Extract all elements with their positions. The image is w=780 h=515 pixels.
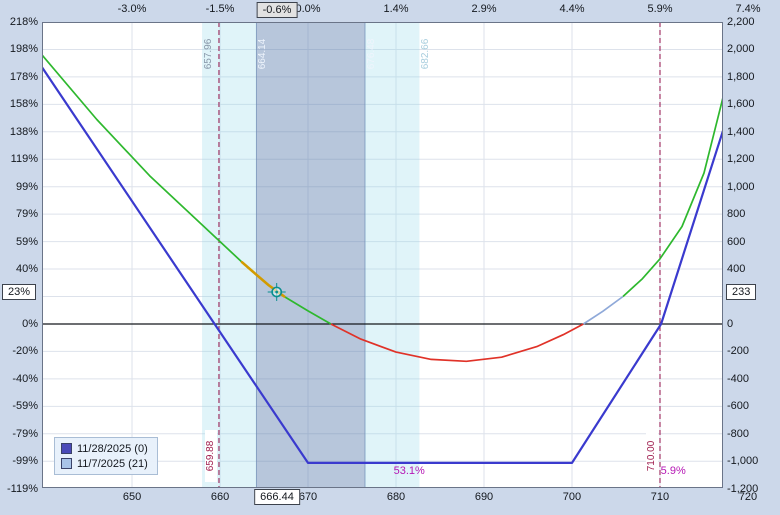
y-axis-right-label: 2,200 [727, 16, 755, 28]
y-axis-left-label: 138% [9, 125, 38, 138]
y-axis-left-label: 178% [9, 70, 38, 83]
x-axis-bottom-label: 720 [738, 491, 758, 503]
y-axis-right-label: 400 [727, 263, 746, 276]
legend-item[interactable]: 11/7/2025 (21) [61, 456, 148, 471]
pnl-value-readout: 233 [726, 284, 757, 300]
y-axis-right-label: 1,200 [727, 153, 755, 166]
chart-canvas[interactable] [42, 22, 723, 488]
range-band-dark [256, 22, 366, 488]
marker-dot [275, 290, 279, 294]
y-axis-right-label: 1,400 [727, 125, 755, 138]
x-axis-top-label: 7.4% [735, 3, 761, 15]
y-axis-right-label: 0 [727, 317, 734, 330]
chart-plot-area[interactable] [42, 22, 723, 488]
legend-label: 11/28/2025 (0) [77, 442, 148, 455]
expiration-line [42, 66, 723, 464]
y-axis-left-label: -119% [7, 482, 38, 495]
y-axis-left-label: -40% [12, 372, 38, 385]
x-axis-top-label: -1.5% [205, 3, 235, 15]
x-axis-top-label: 5.9% [647, 3, 673, 15]
y-axis-right-label: 1,600 [727, 98, 755, 111]
x-axis-bottom-label: 650 [122, 491, 142, 503]
y-axis-right-label: -1,200 [727, 482, 759, 495]
x-axis-bottom-label: 690 [474, 491, 494, 503]
y-axis-left-label: 40% [15, 263, 38, 276]
y-axis-left-label: 158% [9, 98, 38, 111]
today-line-segment [622, 97, 723, 298]
x-axis-bottom-label: 670 [298, 491, 318, 503]
x-axis-top-label: 0.0% [295, 3, 321, 15]
y-axis-left-label: -79% [12, 427, 38, 440]
y-axis-right-label: 2,000 [727, 43, 755, 56]
legend-swatch-icon [61, 443, 72, 454]
y-axis-right-label: -400 [727, 372, 750, 385]
price-readout: 666.44 [254, 489, 300, 505]
legend-item[interactable]: 11/28/2025 (0) [61, 441, 148, 456]
chart-legend: 11/28/2025 (0) 11/7/2025 (21) [54, 437, 158, 475]
y-axis-right-label: 1,800 [727, 70, 755, 83]
y-axis-left-label: 99% [15, 180, 38, 193]
today-line-segment [330, 323, 584, 363]
legend-label: 11/7/2025 (21) [77, 457, 148, 470]
y-axis-right-label: -600 [727, 400, 750, 413]
y-axis-left-label: 0% [22, 317, 38, 330]
y-axis-right-label: -200 [727, 345, 750, 358]
y-axis-left-label: -59% [12, 400, 38, 413]
y-axis-left-label: -99% [12, 455, 38, 468]
x-axis-top-label: -3.0% [117, 3, 147, 15]
x-axis-top-label: 2.9% [471, 3, 497, 15]
today-line-segment [42, 54, 332, 325]
y-axis-right-label: -1,000 [727, 455, 759, 468]
range-band-light [365, 22, 420, 488]
pnl-percent-readout: 23% [2, 284, 37, 300]
y-axis-left-label: 59% [15, 235, 38, 248]
y-axis-left-label: 79% [15, 208, 38, 221]
today-line-segment [582, 295, 624, 325]
y-axis-right-label: 800 [727, 208, 746, 221]
x-axis-bottom-label: 710 [650, 491, 670, 503]
x-axis-bottom-label: 680 [386, 491, 406, 503]
y-axis-right-label: 600 [727, 235, 746, 248]
y-axis-left-label: 198% [9, 43, 38, 56]
y-axis-left-label: 218% [9, 16, 38, 28]
x-axis-bottom-label: 660 [210, 491, 230, 503]
y-axis-left-label: 119% [10, 153, 38, 166]
legend-swatch-icon [61, 458, 72, 469]
pct-change-readout: -0.6% [256, 2, 298, 18]
x-axis-top-label: 4.4% [559, 3, 585, 15]
y-axis-left-label: -20% [12, 345, 38, 358]
x-axis-bottom-label: 700 [562, 491, 582, 503]
y-axis-right-label: -800 [727, 427, 750, 440]
range-band-light [202, 22, 257, 488]
x-axis-top-label: 1.4% [383, 3, 409, 15]
y-axis-right-label: 1,000 [727, 180, 755, 193]
